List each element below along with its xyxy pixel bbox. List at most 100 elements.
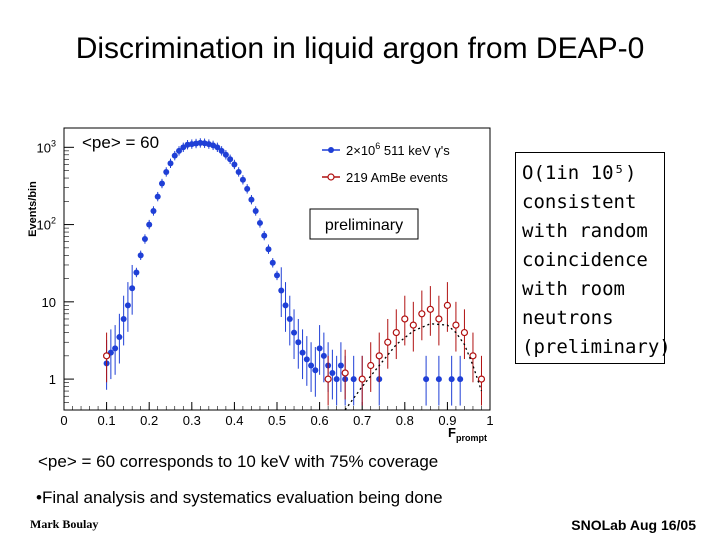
- data-point-gamma: [146, 221, 153, 228]
- data-point-gamma: [133, 269, 140, 276]
- data-point-gamma: [299, 349, 306, 356]
- footer-event: SNOLab Aug 16/05: [571, 517, 696, 533]
- data-point-gamma: [256, 219, 263, 226]
- data-point-neutron: [469, 352, 477, 360]
- annotation-box: [309, 208, 419, 240]
- data-point-gamma: [137, 252, 144, 259]
- data-point-gamma: [303, 356, 310, 363]
- x-tick-label: 0.8: [396, 413, 414, 428]
- note-line: with random: [522, 220, 648, 242]
- annotation-text: preliminary: [325, 217, 403, 234]
- y-tick-label: 102: [37, 216, 56, 233]
- x-tick-label: 0.7: [353, 413, 371, 428]
- data-point-neutron: [418, 310, 426, 318]
- data-point-neutron: [341, 369, 349, 377]
- data-point-gamma: [214, 144, 221, 151]
- data-point-neutron: [452, 321, 460, 329]
- x-tick-label: 0.5: [268, 413, 286, 428]
- note-line: O(1in 10⁵): [522, 162, 637, 184]
- data-point-neutron: [102, 352, 111, 360]
- data-point-neutron: [401, 315, 409, 323]
- data-point-gamma: [269, 259, 276, 266]
- data-point-gamma: [329, 369, 336, 376]
- note-line: (preliminary): [522, 336, 671, 358]
- x-tick-label: 0.4: [225, 413, 243, 428]
- data-point-gamma: [171, 152, 178, 159]
- data-point-neutron: [375, 352, 383, 360]
- data-point-gamma: [291, 329, 298, 336]
- data-point-gamma: [176, 147, 183, 154]
- bullet-point: •Final analysis and systematics evaluati…: [36, 488, 443, 507]
- legend-label: 219 AmBe events: [346, 170, 448, 185]
- data-point-gamma: [163, 168, 170, 175]
- data-point-gamma: [248, 196, 255, 203]
- legend-marker: [328, 147, 334, 153]
- data-point-neutron: [367, 361, 375, 370]
- data-point-gamma: [231, 161, 238, 168]
- data-point-gamma: [120, 315, 127, 322]
- x-tick-label: 0.3: [183, 413, 201, 428]
- data-point-gamma: [261, 232, 268, 239]
- data-point-gamma: [350, 376, 357, 383]
- data-point-gamma: [116, 334, 123, 341]
- data-point-gamma: [448, 376, 455, 383]
- data-point-gamma: [265, 246, 272, 253]
- data-point-gamma: [278, 287, 285, 294]
- data-point-gamma: [222, 151, 229, 158]
- data-point-neutron: [460, 328, 469, 337]
- data-point-gamma: [235, 168, 242, 175]
- data-point-gamma: [282, 302, 289, 309]
- data-point-gamma: [333, 376, 340, 383]
- data-point-gamma: [124, 302, 131, 309]
- data-point-gamma: [218, 147, 225, 154]
- caption: <pe> = 60 corresponds to 10 keV with 75%…: [38, 452, 439, 471]
- data-point-neutron: [426, 305, 434, 313]
- data-point-neutron: [392, 328, 400, 337]
- x-tick-label: 0.2: [140, 413, 158, 428]
- y-axis-label: Events/bin: [27, 181, 39, 237]
- x-tick-label: 0.9: [438, 413, 456, 428]
- note-box: O(1in 10⁵) consistent with random coinciden…: [515, 152, 671, 364]
- data-point-gamma: [435, 376, 442, 383]
- data-point-gamma: [158, 180, 165, 187]
- data-point-gamma: [274, 272, 280, 279]
- y-tick-label: 1: [49, 372, 56, 387]
- data-point-gamma: [150, 207, 157, 214]
- data-point-gamma: [112, 345, 119, 352]
- x-tick-label: 0.1: [98, 413, 116, 428]
- data-point-gamma: [337, 362, 344, 369]
- x-tick-label: 1: [486, 413, 493, 428]
- data-point-neutron: [358, 375, 366, 383]
- note-line: neutrons: [522, 307, 614, 329]
- data-point-neutron: [443, 301, 451, 309]
- y-tick-label: 10: [42, 295, 56, 310]
- data-point-neutron: [324, 375, 332, 383]
- data-point-neutron: [435, 315, 443, 323]
- data-point-gamma: [239, 176, 246, 183]
- data-point-gamma: [141, 236, 148, 243]
- data-point-neutron: [477, 375, 486, 383]
- data-point-gamma: [295, 339, 302, 346]
- inset-label: <pe> = 60: [82, 133, 159, 152]
- data-point-neutron: [384, 338, 392, 346]
- data-point-gamma: [252, 207, 259, 214]
- note-line: coincidence: [522, 249, 648, 271]
- note-line: consistent: [522, 191, 637, 213]
- page-title: Discrimination in liquid argon from DEAP…: [75, 32, 645, 65]
- data-point-neutron: [409, 321, 417, 329]
- data-point-gamma: [154, 193, 161, 200]
- data-point-gamma: [244, 185, 251, 192]
- data-point-gamma: [423, 376, 430, 383]
- note-line: with room: [522, 278, 625, 300]
- data-point-gamma: [286, 315, 293, 322]
- data-point-gamma: [227, 156, 234, 163]
- data-point-gamma: [197, 139, 204, 146]
- x-tick-label: 0.6: [311, 413, 329, 428]
- data-point-gamma: [167, 160, 174, 167]
- data-point-gamma: [312, 367, 319, 374]
- legend-label: 2×106 511 keV γ's: [346, 141, 450, 158]
- series-line-fit: [344, 323, 483, 411]
- data-point-gamma: [316, 345, 323, 352]
- data-point-gamma: [129, 285, 136, 292]
- legend-marker: [327, 173, 335, 181]
